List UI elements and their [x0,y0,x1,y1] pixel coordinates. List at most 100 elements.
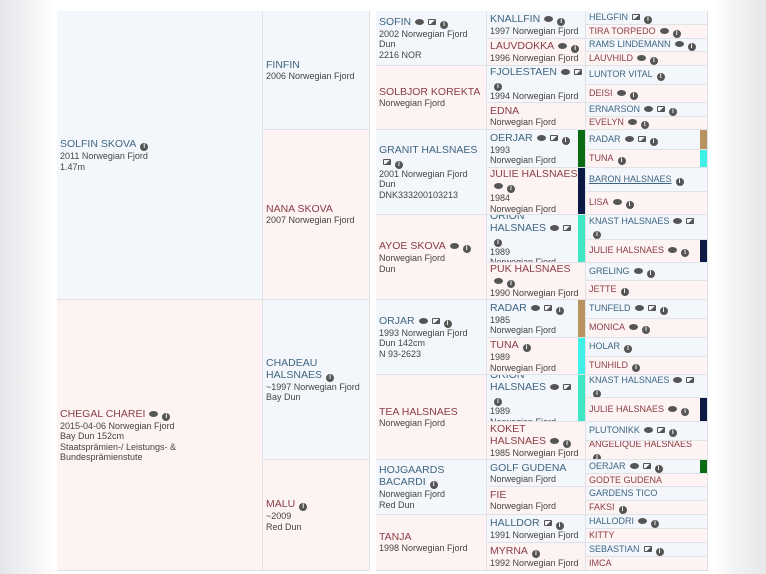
horse-name-link[interactable]: MYRNA [490,544,528,557]
photo-icon[interactable] [543,519,552,526]
comment-icon[interactable] [530,304,540,311]
photo-icon[interactable] [643,545,652,552]
photo-icon[interactable] [686,376,695,383]
info-icon[interactable]: i [640,121,649,129]
comment-icon[interactable] [627,119,637,125]
horse-name-link[interactable]: HALLDOR [490,516,540,529]
horse-name-link[interactable]: PLUTONIKK [589,425,640,435]
photo-icon[interactable] [686,217,695,224]
info-icon[interactable]: i [629,91,638,100]
horse-name-link[interactable]: LAUVDOKKA [490,40,555,53]
comment-icon[interactable] [633,267,643,274]
info-icon[interactable]: i [624,345,633,353]
comment-icon[interactable] [449,243,459,249]
horse-name-link[interactable]: SOLFIN SKOVA [60,138,137,150]
info-icon[interactable]: i [669,107,678,116]
horse-name-link[interactable]: SOFIN [379,15,412,28]
info-icon[interactable]: i [681,407,690,416]
horse-name-link[interactable]: ORION HALSNAES [490,375,547,393]
horse-name-link[interactable]: CHADEAU HALSNAES [266,356,323,381]
info-icon[interactable]: i [571,45,580,54]
horse-name-link[interactable]: FJOLESTAEN [490,66,557,79]
horse-name-link[interactable]: HOJGAARDS BACARDI [379,464,445,488]
photo-icon[interactable] [383,158,391,165]
info-icon[interactable]: i [675,177,684,186]
comment-icon[interactable] [550,224,560,231]
info-icon[interactable]: i [618,505,627,514]
comment-icon[interactable] [668,247,678,253]
info-icon[interactable]: i [632,363,641,372]
info-icon[interactable]: i [642,326,650,334]
info-icon[interactable]: i [557,17,566,26]
horse-name-link[interactable]: BARON HALSNAES [589,173,672,184]
horse-name-link[interactable]: TUNFELD [589,303,631,313]
horse-name-link[interactable]: GRANIT HALSNAES [379,143,478,156]
info-icon[interactable]: i [299,503,308,511]
horse-name-link[interactable]: HALLODRI [589,515,635,526]
info-icon[interactable]: i [625,201,634,209]
horse-name-link[interactable]: DEISI [589,87,613,98]
info-icon[interactable]: i [462,245,471,253]
horse-name-link[interactable]: OERJAR [490,131,533,144]
comment-icon[interactable] [494,183,503,189]
info-icon[interactable]: i [522,344,531,352]
horse-name-link[interactable]: KITTY [589,530,615,540]
comment-icon[interactable] [415,18,425,25]
horse-name-link[interactable]: TIRA TORPEDO [589,25,656,36]
photo-icon[interactable] [431,317,440,324]
info-icon[interactable]: i [140,143,149,151]
comment-icon[interactable] [550,384,560,390]
photo-icon[interactable] [563,224,572,231]
info-icon[interactable]: i [563,439,572,448]
horse-name-link[interactable]: GOLF GUDENA [490,461,567,474]
info-icon[interactable]: i [494,398,502,406]
comment-icon[interactable] [637,54,647,61]
horse-name-link[interactable]: SEBASTIAN [589,543,640,554]
horse-name-link[interactable]: ORION HALSNAES [490,215,547,234]
horse-name-link[interactable]: SOLBJOR KOREKTA [379,86,481,99]
comment-icon[interactable] [659,27,669,34]
info-icon[interactable]: i [429,481,438,489]
horse-name-link[interactable]: NANA SKOVA [266,203,333,216]
horse-name-link[interactable]: TUNA [490,339,519,351]
comment-icon[interactable] [558,43,568,50]
horse-name-link[interactable]: KNAST HALSNAES [589,215,670,226]
photo-icon[interactable] [637,135,646,142]
info-icon[interactable]: i [326,373,335,382]
horse-name-link[interactable]: TUNHILD [589,359,629,370]
horse-name-link[interactable]: GARDENS TICO [589,488,658,498]
horse-name-link[interactable]: RADAR [589,133,621,144]
info-icon[interactable]: i [646,269,655,278]
comment-icon[interactable] [673,217,683,224]
comment-icon[interactable] [494,278,503,285]
info-icon[interactable]: i [443,319,452,328]
horse-name-link[interactable]: OERJAR [589,460,626,471]
horse-name-link[interactable]: JULIE HALSNAES [490,168,578,180]
horse-name-link[interactable]: HELGFIN [589,11,629,22]
comment-icon[interactable] [638,517,648,524]
horse-name-link[interactable]: AYOE SKOVA [379,240,446,252]
comment-icon[interactable] [536,134,546,141]
horse-name-link[interactable]: KNALLFIN [490,12,541,25]
comment-icon[interactable] [149,410,159,417]
comment-icon[interactable] [418,317,428,324]
horse-name-link[interactable]: TANJA [379,531,412,544]
horse-name-link[interactable]: TUNA [589,152,614,163]
info-icon[interactable]: i [644,15,653,24]
info-icon[interactable]: i [655,547,664,556]
horse-name-link[interactable]: TEA HALSNAES [379,405,458,418]
photo-icon[interactable] [642,462,651,469]
info-icon[interactable]: i [617,156,626,165]
horse-name-link[interactable]: EDNA [490,104,520,117]
comment-icon[interactable] [612,199,622,205]
info-icon[interactable]: i [494,83,502,92]
horse-name-link[interactable]: KOKET HALSNAES [490,422,547,447]
info-icon[interactable]: i [555,521,564,530]
horse-name-link[interactable]: CHEGAL CHAREI [60,407,146,420]
horse-name-link[interactable]: JULIE HALSNAES [589,403,665,414]
comment-icon[interactable] [674,41,684,47]
horse-name-link[interactable]: FIE [490,489,507,502]
comment-icon[interactable] [624,135,634,142]
photo-icon[interactable] [632,13,641,20]
info-icon[interactable]: i [649,137,658,146]
